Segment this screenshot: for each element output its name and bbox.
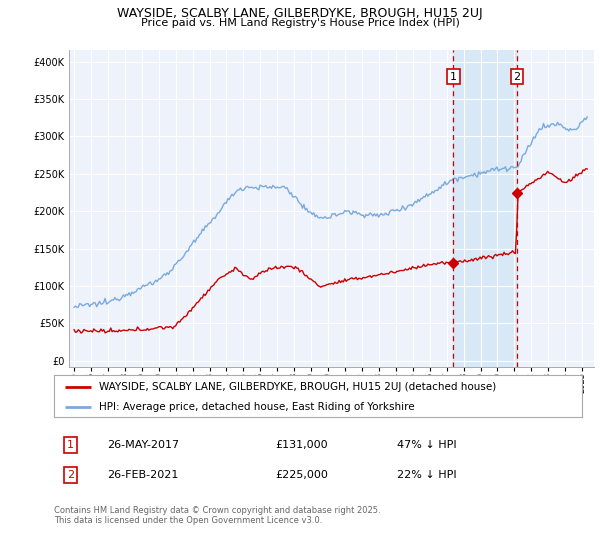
Text: £131,000: £131,000 [276, 440, 328, 450]
Bar [454, 50, 517, 367]
Text: 26-FEB-2021: 26-FEB-2021 [107, 470, 178, 480]
Text: 47% ↓ HPI: 47% ↓ HPI [397, 440, 457, 450]
Text: Price paid vs. HM Land Registry's House Price Index (HPI): Price paid vs. HM Land Registry's House … [140, 18, 460, 28]
Text: 2: 2 [67, 470, 74, 480]
Text: HPI: Average price, detached house, East Riding of Yorkshire: HPI: Average price, detached house, East… [99, 402, 415, 412]
Text: 22% ↓ HPI: 22% ↓ HPI [397, 470, 457, 480]
Text: WAYSIDE, SCALBY LANE, GILBERDYKE, BROUGH, HU15 2UJ (detached house): WAYSIDE, SCALBY LANE, GILBERDYKE, BROUGH… [99, 382, 496, 392]
Text: WAYSIDE, SCALBY LANE, GILBERDYKE, BROUGH, HU15 2UJ: WAYSIDE, SCALBY LANE, GILBERDYKE, BROUGH… [117, 7, 483, 20]
Text: 2: 2 [514, 72, 521, 82]
Text: 26-MAY-2017: 26-MAY-2017 [107, 440, 179, 450]
Text: Contains HM Land Registry data © Crown copyright and database right 2025.
This d: Contains HM Land Registry data © Crown c… [54, 506, 380, 525]
Text: 1: 1 [450, 72, 457, 82]
Text: 1: 1 [67, 440, 74, 450]
Text: £225,000: £225,000 [276, 470, 329, 480]
